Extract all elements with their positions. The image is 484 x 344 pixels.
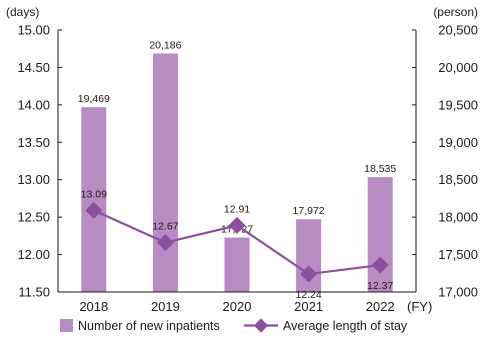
left-tick-label: 11.50 <box>18 285 50 300</box>
line-point-marker <box>300 265 318 283</box>
bar <box>152 53 178 292</box>
x-tick-label: 2018 <box>79 299 108 314</box>
line-data-label: 13.09 <box>81 188 107 200</box>
right-tick-label: 19,500 <box>438 97 478 112</box>
line-series <box>85 201 389 283</box>
right-tick-label: 17,500 <box>438 247 478 262</box>
left-tick-label: 14.50 <box>17 60 50 75</box>
right-tick-label: 19,000 <box>438 135 478 150</box>
legend-diamond-marker <box>253 318 269 333</box>
right-tick-label: 20,000 <box>438 60 478 75</box>
left-tick-label: 12.00 <box>17 247 50 262</box>
bar-data-label: 18,535 <box>364 163 396 175</box>
right-tick-label: 18,000 <box>438 210 478 225</box>
legend-bar-label: Number of new inpatients <box>78 319 220 333</box>
bar-data-label: 20,186 <box>149 40 181 52</box>
left-tick-label: 13.00 <box>17 172 50 187</box>
bar <box>224 237 250 292</box>
bar-data-label: 19,469 <box>78 93 110 105</box>
left-axis-ticks: 15.00 14.50 14.00 13.50 13.00 12.50 12.00 11.50 <box>17 23 62 300</box>
x-axis-ticks: 2018 2019 2020 2021 2022 <box>79 299 394 314</box>
right-tick-label: 20,500 <box>438 23 478 38</box>
bar-series <box>81 53 393 293</box>
right-axis-ticks: 20,500 20,000 19,500 19,000 18,500 18,000 17,5… <box>412 23 478 300</box>
right-axis-unit: (person) <box>433 5 478 19</box>
left-axis-unit: (days) <box>6 5 39 19</box>
x-axis-unit: (FY) <box>407 299 432 314</box>
right-tick-label: 18,500 <box>438 172 478 187</box>
left-tick-label: 15.00 <box>17 23 50 38</box>
bar-data-label: 17,972 <box>293 205 325 217</box>
x-tick-label: 2022 <box>366 299 395 314</box>
legend-line-label: Average length of stay <box>283 319 408 333</box>
line-point-marker <box>85 201 103 219</box>
legend: Number of new inpatients Average length … <box>60 318 408 333</box>
line-point-marker <box>228 216 246 234</box>
line-data-label: 12.37 <box>367 280 393 292</box>
line-point-marker <box>156 234 174 252</box>
x-tick-label: 2021 <box>294 299 323 314</box>
left-tick-label: 14.00 <box>17 97 50 112</box>
line-data-label: 12.67 <box>152 221 178 233</box>
bar <box>367 177 393 292</box>
right-tick-label: 17,000 <box>438 285 478 300</box>
left-tick-label: 13.50 <box>17 135 50 150</box>
x-tick-label: 2019 <box>151 299 180 314</box>
bar <box>81 107 107 293</box>
left-tick-label: 12.50 <box>17 210 50 225</box>
legend-bar-swatch <box>60 319 73 332</box>
x-tick-label: 2020 <box>223 299 252 314</box>
line-point-marker <box>371 256 389 274</box>
line-data-label: 12.91 <box>224 203 250 215</box>
